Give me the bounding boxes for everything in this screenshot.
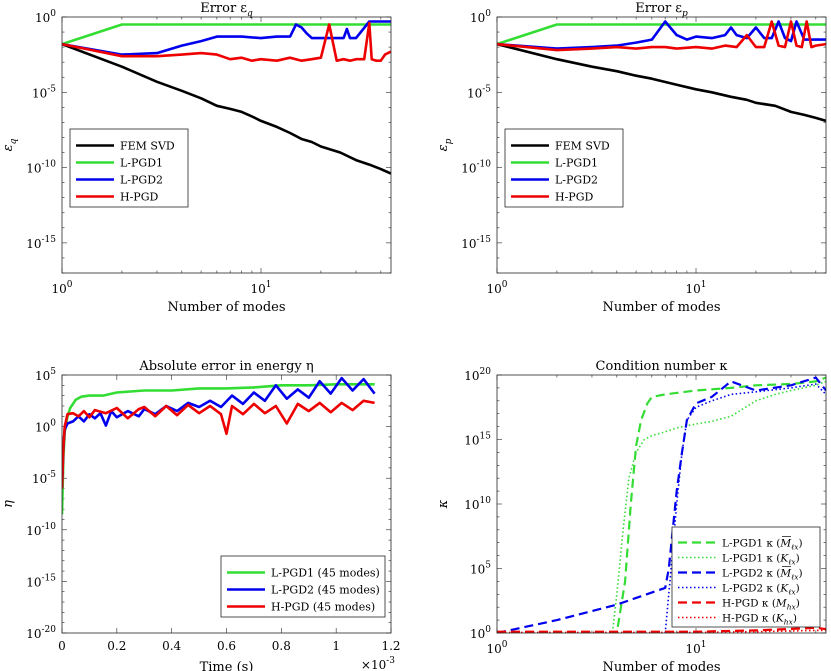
legend-label: L-PGD2 (45 modes) — [271, 584, 380, 597]
chart-title: Error εq — [200, 1, 253, 19]
y-tick-label: 10-5 — [32, 470, 56, 486]
legend-label: H-PGD κ (Khx) — [722, 613, 797, 627]
y-tick-label: 100 — [35, 9, 56, 25]
legend: L-PGD1 κ (Mℓx)L-PGD1 κ (Kℓx)L-PGD2 κ (Mℓ… — [671, 526, 821, 628]
legend-label: L-PGD1 — [120, 157, 163, 170]
legend-label: L-PGD1 κ (Kℓx) — [722, 553, 800, 567]
axes-box — [496, 16, 827, 274]
series-group — [497, 376, 826, 633]
x-tick-label: 0.4 — [162, 639, 181, 653]
x-tick-label: 1 — [332, 639, 340, 653]
legend-label: L-PGD2 — [555, 174, 598, 187]
series-line — [62, 23, 391, 46]
legend-label: L-PGD1 κ (Mℓx) — [722, 538, 803, 552]
x-tick-label: 100 — [51, 280, 72, 296]
y-tick-label: 10-5 — [467, 84, 491, 100]
series-line — [62, 376, 376, 489]
chart-title: Condition number κ — [596, 359, 728, 374]
x-axis-label: Time (s) — [200, 660, 254, 671]
y-tick-label: 10-10 — [461, 160, 491, 176]
series-group — [62, 20, 391, 175]
legend-label: H-PGD κ (Mhx) — [722, 598, 800, 612]
x-axis-label: Number of modes — [602, 660, 720, 671]
y-tick-label: 105 — [35, 367, 56, 383]
y-tick-label: 10-15 — [461, 235, 491, 251]
legend-box — [69, 128, 189, 208]
series-line — [62, 20, 391, 56]
y-axis-label: εp — [436, 138, 454, 151]
series-line — [497, 376, 826, 633]
x-axis-label: Number of modes — [167, 300, 285, 315]
series-line — [497, 20, 826, 50]
y-tick-label: 100 — [470, 9, 491, 25]
series-line — [497, 383, 826, 633]
legend-box — [671, 526, 821, 628]
legend-label: FEM SVD — [555, 140, 610, 153]
legend-label: H-PGD — [555, 191, 593, 204]
y-axis-label: κ — [436, 499, 451, 509]
axes-box — [61, 374, 392, 634]
y-tick-label: 10-5 — [32, 84, 56, 100]
y-tick-label: 10-10 — [26, 160, 56, 176]
x-tick-label: 0 — [58, 639, 66, 653]
y-tick-label: 1020 — [464, 367, 491, 383]
legend-label: L-PGD2 — [120, 174, 163, 187]
axes-box — [61, 16, 392, 274]
y-tick-label: 100 — [35, 419, 56, 435]
chart-error-p: 100 10-5 10-10 10-15 100 101 Error εp Number of… — [436, 1, 827, 315]
x-tick-label: 0.2 — [107, 639, 126, 653]
x-tick-label: 101 — [685, 640, 706, 656]
legend: FEM SVD L-PGD1 L-PGD2 H-PGD — [69, 128, 189, 208]
legend-label: L-PGD2 κ (Mℓx) — [722, 568, 803, 582]
x-tick-label: 100 — [486, 640, 507, 656]
series-line — [497, 42, 826, 123]
series-line — [62, 399, 375, 489]
x-multiplier: ×10-3 — [361, 656, 395, 671]
legend: FEM SVD L-PGD1 L-PGD2 H-PGD — [504, 128, 624, 208]
y-tick-label: 10-10 — [26, 522, 56, 538]
x-tick-label: 0.8 — [272, 639, 291, 653]
y-tick-label: 10-20 — [26, 625, 56, 641]
x-tick-label: 0.6 — [217, 639, 236, 653]
chart-title: Absolute error in energy η — [138, 359, 313, 374]
x-tick-label: 101 — [250, 280, 271, 296]
chart-title: Error εp — [635, 1, 688, 19]
series-group — [62, 376, 376, 515]
y-axis-label: εq — [1, 138, 19, 151]
legend: L-PGD1 (45 modes) L-PGD2 (45 modes) H-PGD … — [220, 555, 386, 618]
y-tick-label: 100 — [470, 625, 491, 641]
legend-label: L-PGD1 — [555, 157, 598, 170]
series-line — [497, 20, 826, 52]
series-line — [62, 21, 391, 63]
chart-error-q: 100 10-5 10-10 10-15 100 101 Error εq Number of… — [1, 1, 392, 315]
y-tick-label: 10-15 — [26, 573, 56, 589]
y-tick-label: 1010 — [464, 496, 491, 512]
series-line — [497, 380, 826, 633]
legend-label: L-PGD1 (45 modes) — [271, 567, 380, 580]
y-tick-label: 105 — [470, 561, 491, 577]
series-line — [497, 629, 826, 633]
chart-energy-eta: 105 100 10-5 10-10 10-15 10-200 0.2 0.4 0.6 0.8 1 1… — [1, 359, 401, 671]
x-tick-label: 101 — [685, 280, 706, 296]
series-group — [497, 20, 826, 123]
legend-label: H-PGD (45 modes) — [271, 601, 375, 614]
series-line — [62, 42, 391, 175]
legend-label: L-PGD2 κ (Kℓx) — [722, 583, 800, 597]
x-tick-label: 1.2 — [381, 639, 400, 653]
y-tick-label: 1015 — [464, 432, 491, 448]
series-line — [497, 376, 826, 633]
y-tick-label: 10-15 — [26, 235, 56, 251]
legend-label: H-PGD — [120, 191, 158, 204]
x-axis-label: Number of modes — [602, 300, 720, 315]
x-tick-label: 100 — [486, 280, 507, 296]
axes-box — [496, 374, 827, 634]
y-axis-label: η — [1, 500, 16, 508]
legend-box — [504, 128, 624, 208]
legend-label: FEM SVD — [120, 140, 175, 153]
